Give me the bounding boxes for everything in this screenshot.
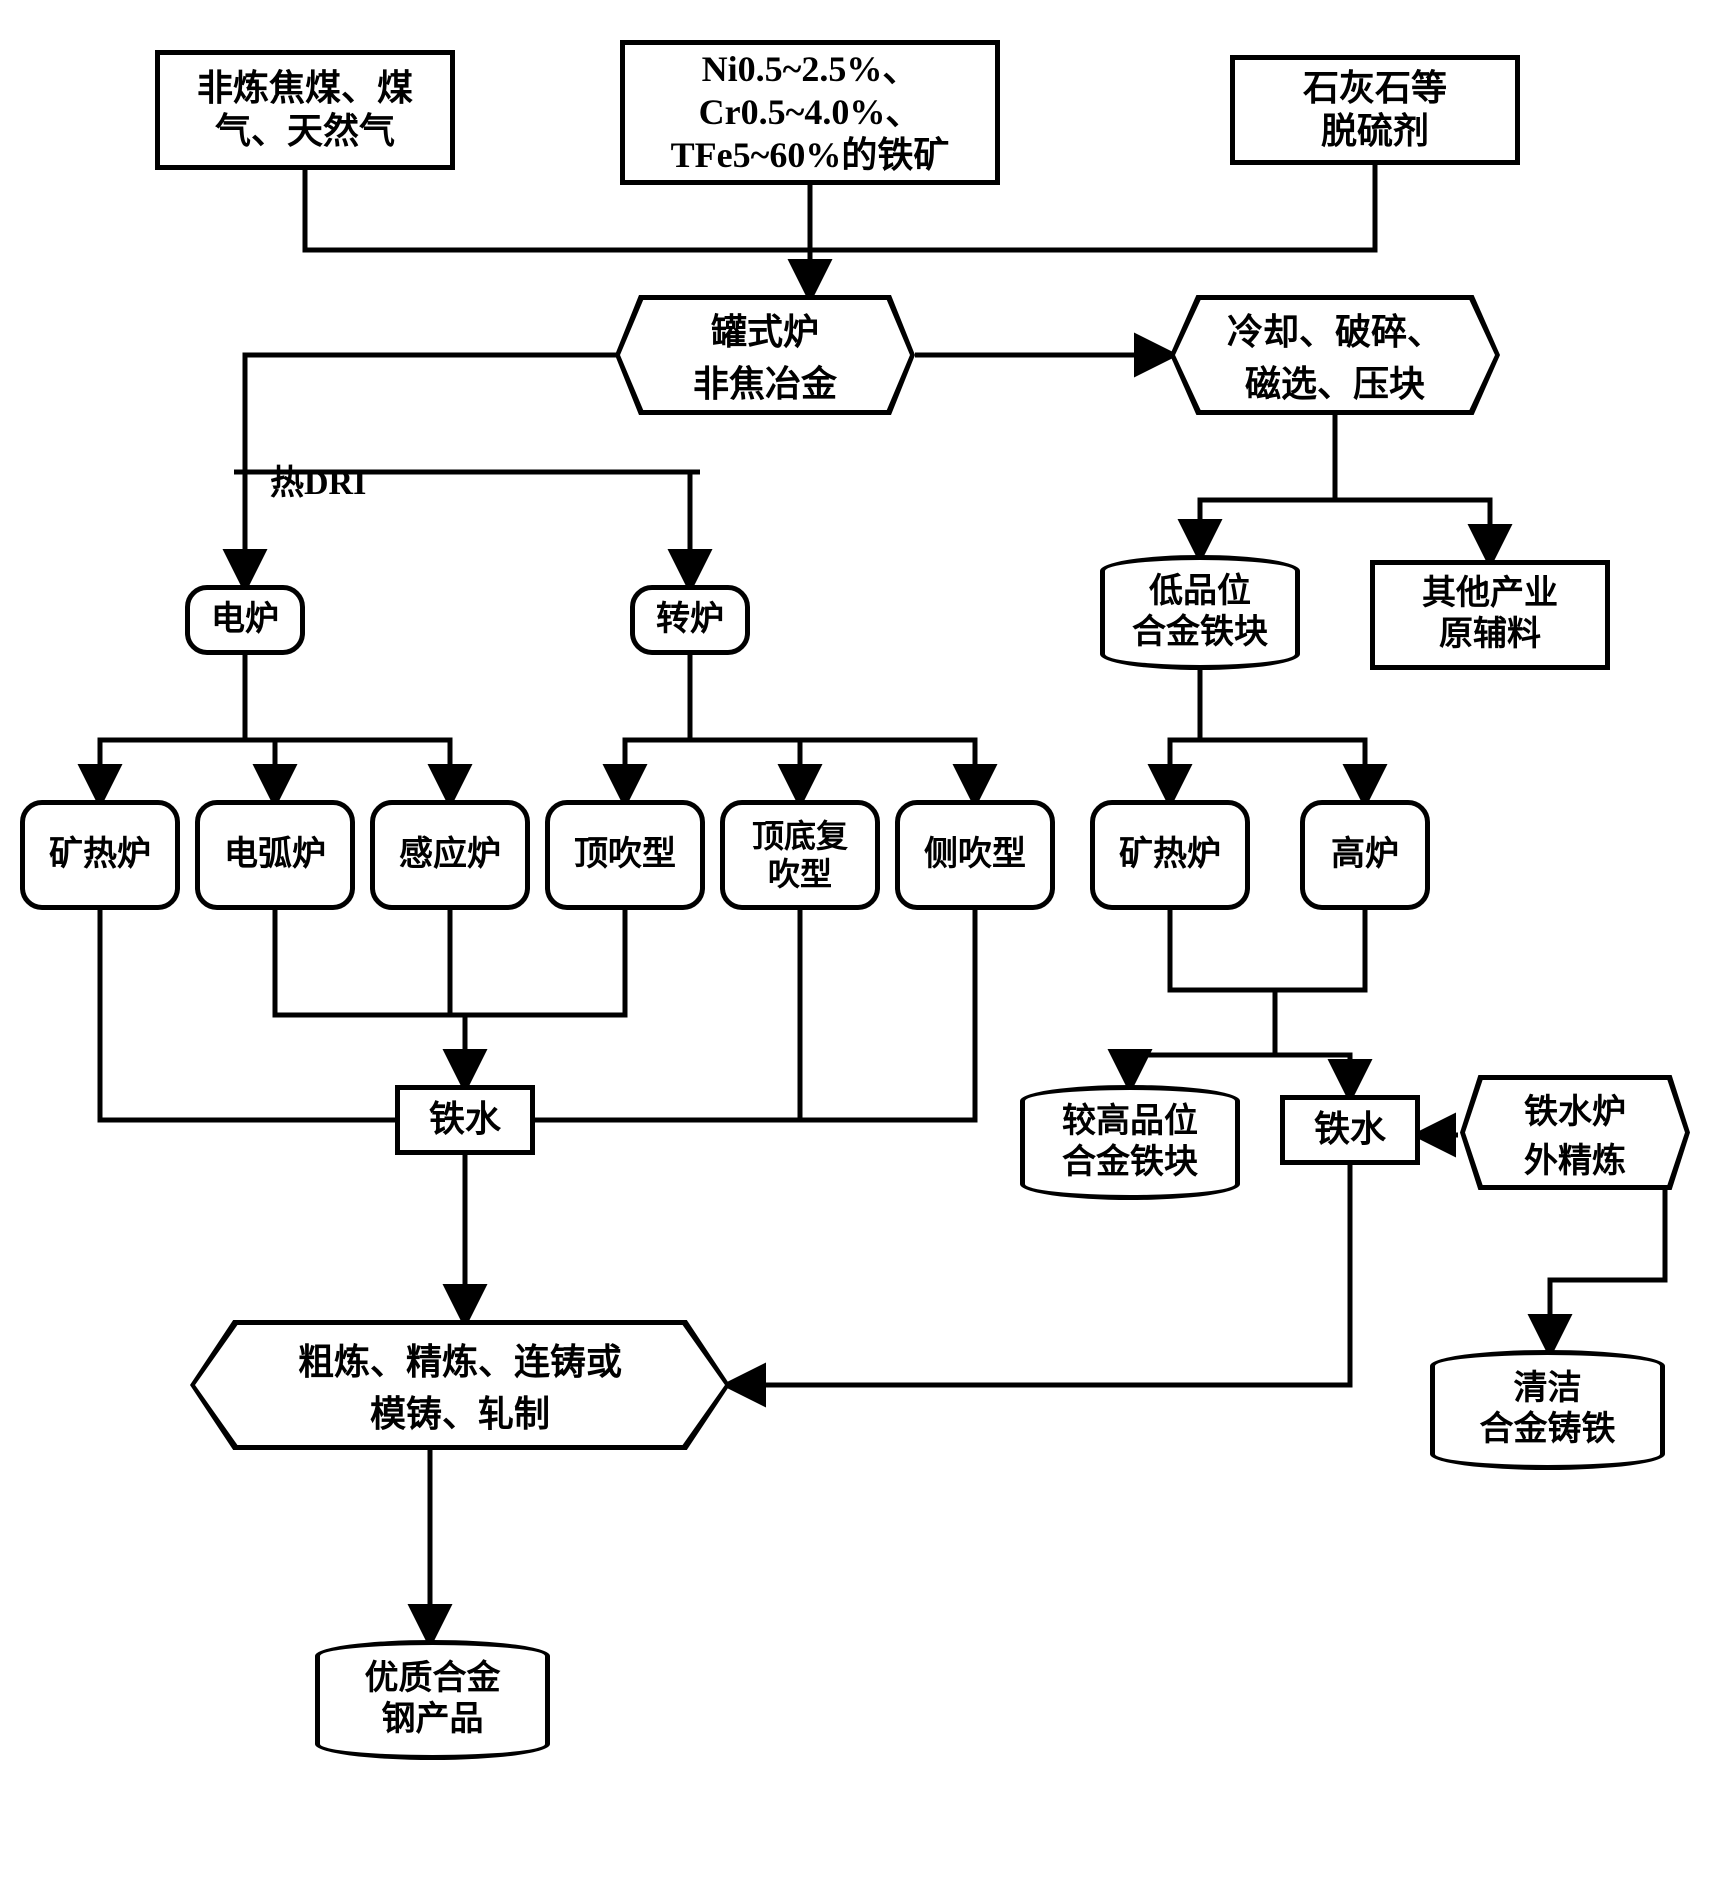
node-p6: 侧吹型	[895, 800, 1055, 910]
node-tank-label: 罐式炉 非焦冶金	[620, 300, 910, 410]
edge	[1550, 1190, 1665, 1350]
edge	[1130, 1055, 1275, 1085]
node-cool-label: 冷却、破碎、 磁选、压块	[1175, 300, 1495, 410]
node-highblk: 较高品位 合金铁块	[1020, 1085, 1240, 1200]
node-ironL: 铁水	[395, 1085, 535, 1155]
node-refR-label: 铁水炉 外精炼	[1465, 1080, 1685, 1185]
node-p5: 顶底复 吹型	[720, 800, 880, 910]
edge	[100, 655, 245, 800]
edge	[1200, 415, 1335, 555]
edge	[465, 910, 625, 1015]
node-in1: 非炼焦煤、煤 气、天然气	[155, 50, 455, 170]
node-proc-label: 粗炼、精炼、连铸或 模铸、轧制	[195, 1325, 725, 1445]
hot-dri-label: 热DRI	[270, 455, 366, 504]
edge	[690, 740, 800, 800]
edge	[1200, 740, 1365, 800]
edge	[625, 655, 690, 800]
edge	[1275, 910, 1365, 990]
node-cf: 转炉	[630, 585, 750, 655]
node-p7: 矿热炉	[1090, 800, 1250, 910]
node-p2: 电弧炉	[195, 800, 355, 910]
node-lowblk: 低品位 合金铁块	[1100, 555, 1300, 670]
node-p8: 高炉	[1300, 800, 1430, 910]
edge	[1275, 1055, 1350, 1095]
node-p1: 矿热炉	[20, 800, 180, 910]
node-in3: 石灰石等 脱硫剂	[1230, 55, 1520, 165]
edge	[1335, 500, 1490, 560]
node-ironR: 铁水	[1280, 1095, 1420, 1165]
edge	[1170, 670, 1200, 800]
node-ef: 电炉	[185, 585, 305, 655]
node-prod: 优质合金 钢产品	[315, 1640, 550, 1760]
edge	[275, 910, 465, 1015]
node-p4: 顶吹型	[545, 800, 705, 910]
node-clean: 清洁 合金铸铁	[1430, 1350, 1665, 1470]
edge	[1170, 910, 1275, 990]
node-p3: 感应炉	[370, 800, 530, 910]
edge	[730, 1165, 1350, 1385]
edge	[690, 740, 975, 800]
node-in2: Ni0.5~2.5%、 Cr0.5~4.0%、 TFe5~60%的铁矿	[620, 40, 1000, 185]
node-other: 其他产业 原辅料	[1370, 560, 1610, 670]
edge	[245, 740, 275, 800]
